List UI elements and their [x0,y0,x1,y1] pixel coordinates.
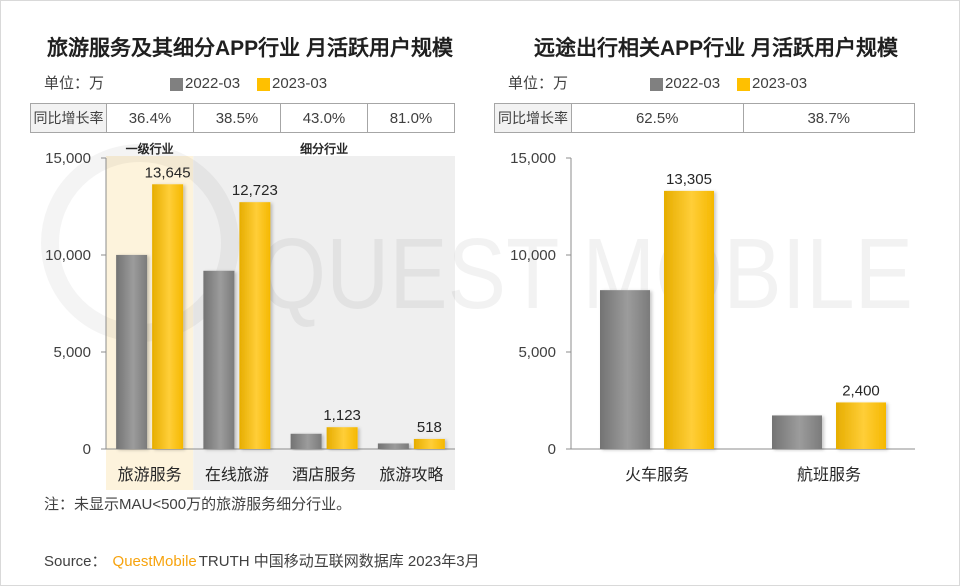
chart-0-data-label-2023-03-1: 12,723 [232,182,278,199]
chart-0-y-tick-label-3: 15,000 [45,150,91,167]
chart-0-bar-2023-03-1 [239,202,271,449]
left-legend-item-2022: 2022-03 [170,75,257,93]
right-legend-label-2022: 2022-03 [665,75,721,92]
chart-0-category-label-0: 旅游服务 [118,466,182,484]
left-unit-label: 单位：万 [44,75,105,92]
left-yoy-value-1: 38.5% [193,104,280,132]
chart-0-group-label-0: 一级行业 [126,141,174,156]
footnote: 注：未显示MAU<500万的旅游服务细分行业。 [44,496,352,513]
left-legend-swatch-2023 [257,77,270,91]
right-legend-item-2023: 2023-03 [737,75,824,93]
chart-1-bar-2022-03-1 [772,415,822,449]
left-legend-label-2023: 2023-03 [272,75,328,92]
right-yoy-value-0: 62.5% [571,104,743,132]
chart-0-data-label-2023-03-2: 1,123 [323,407,361,424]
chart-1-y-tick-label-2: 10,000 [510,247,556,264]
chart-0-data-label-2023-03-3: 518 [417,419,442,436]
right-yoy-value-1: 38.7% [742,104,915,132]
chart-1-bar-2023-03-0 [664,190,714,449]
chart-0-bar-2022-03-1 [203,270,235,449]
chart-0-y-tick-label-0: 0 [83,441,91,458]
chart-0-bar-2023-03-2 [326,427,358,449]
chart-0-bar-2022-03-2 [290,433,322,449]
right-legend-label-2023: 2023-03 [752,75,808,92]
left-yoy-row-label: 同比增长率 [31,104,106,132]
chart-1-data-label-2023-03-0: 13,305 [666,171,712,188]
right-yoy-table: 同比增长率 62.5% 38.7% [494,103,915,133]
left-legend-label-2022: 2022-03 [185,75,241,92]
left-chart-title: 旅游服务及其细分APP行业 月活跃用户规模 [47,37,454,60]
right-chart-title: 远途出行相关APP行业 月活跃用户规模 [534,37,899,60]
chart-0-data-label-2023-03-0: 13,645 [145,164,191,181]
chart-1-y-tick-label-0: 0 [548,441,556,458]
left-yoy-value-3: 81.0% [367,104,454,132]
source-prefix: Source： [44,553,107,570]
chart-0-y-tick-label-2: 10,000 [45,247,91,264]
left-legend: 2022-03 2023-03 [170,75,344,93]
chart-1-bar-2023-03-1 [836,402,886,449]
right-unit-label: 单位：万 [508,75,569,92]
chart-1-category-label-1: 航班服务 [797,466,861,484]
source-brand: QuestMobile [112,553,197,570]
chart-0-bar-2022-03-3 [377,443,409,449]
right-chart-plot: 0 5,000 10,000 15,000 13,305 火车服务 2,400 航班服务 [510,150,915,484]
watermark: QUEST MOBILE [41,144,913,342]
chart-0-group-band-1 [193,156,455,490]
source-line: Source： QuestMobile TRUTH 中国移动互联网数据库 2023年… [44,552,480,572]
right-yoy-row-label: 同比增长率 [495,104,571,132]
left-legend-item-2023: 2023-03 [257,75,344,93]
right-legend-swatch-2022 [650,77,663,91]
chart-1-bar-2022-03-0 [600,290,650,449]
right-legend: 2022-03 2023-03 [650,75,824,93]
chart-1-category-label-0: 火车服务 [625,466,689,484]
chart-0-category-label-1: 在线旅游 [205,466,269,484]
left-yoy-table: 同比增长率 36.4% 38.5% 43.0% 81.0% [30,103,455,133]
chart-1-y-tick-label-3: 15,000 [510,150,556,167]
right-legend-swatch-2023 [737,77,750,91]
watermark-text: QUEST MOBILE [258,218,913,330]
chart-0-bar-2023-03-0 [152,184,184,450]
chart-0-y-tick-label-1: 5,000 [53,344,91,361]
chart-1-y-tick-label-1: 5,000 [518,344,556,361]
left-yoy-value-0: 36.4% [106,104,193,132]
chart-1-data-label-2023-03-1: 2,400 [842,382,880,399]
chart-0-group-label-1: 细分行业 [300,141,348,156]
source-detail: TRUTH 中国移动互联网数据库 2023年3月 [198,553,480,570]
chart-0-category-label-2: 酒店服务 [292,466,356,484]
left-chart-plot: 一级行业 细分行业 0 5,000 10,000 15,000 13,645 旅游服务 12,7… [45,141,455,484]
chart-0-bar-2022-03-0 [116,254,148,449]
right-legend-item-2022: 2022-03 [650,75,737,93]
left-legend-swatch-2022 [170,77,183,91]
left-yoy-value-2: 43.0% [280,104,367,132]
chart-0-bar-2023-03-3 [413,438,445,449]
chart-0-category-label-3: 旅游攻略 [379,466,443,484]
